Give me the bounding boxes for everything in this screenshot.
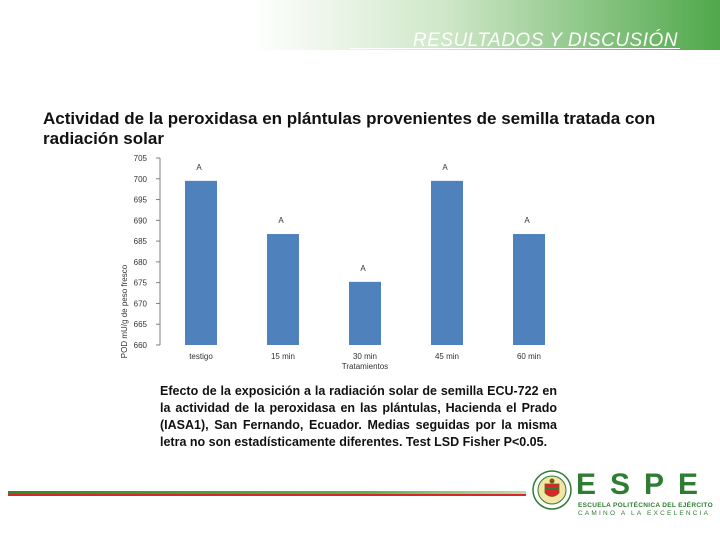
section-title: RESULTADOS Y DISCUSIÓN xyxy=(412,30,678,51)
footer-rule-accent xyxy=(8,494,526,496)
x-axis-label: Tratamientos xyxy=(342,362,388,371)
bar-letter-label: A xyxy=(442,163,448,172)
y-tick-label: 665 xyxy=(134,320,148,329)
bar xyxy=(267,234,299,345)
espe-seal-icon xyxy=(532,470,572,510)
y-tick-label: 670 xyxy=(134,299,148,308)
x-tick-label: 15 min xyxy=(271,352,295,361)
y-tick-label: 700 xyxy=(134,175,148,184)
espe-logo-text: ESPE xyxy=(576,468,713,501)
y-tick-label: 660 xyxy=(134,341,148,350)
y-tick-label: 675 xyxy=(134,279,148,288)
bar-letter-label: A xyxy=(524,216,530,225)
bar-letter-label: A xyxy=(278,216,284,225)
bar xyxy=(185,180,217,345)
figure-caption: Efecto de la exposición a la radiación s… xyxy=(160,384,557,449)
y-axis-label: POD mU/g de peso fresco xyxy=(120,264,129,358)
y-tick-label: 705 xyxy=(134,154,148,163)
x-tick-label: 30 min xyxy=(353,352,377,361)
y-tick-label: 685 xyxy=(134,237,148,246)
bar xyxy=(513,234,545,345)
footer-rule xyxy=(8,491,526,494)
header-band xyxy=(0,0,720,50)
y-tick-label: 695 xyxy=(134,196,148,205)
bar-letter-label: A xyxy=(360,264,366,273)
bar xyxy=(431,180,463,345)
x-tick-label: 45 min xyxy=(435,352,459,361)
logo-institution-name: ESCUELA POLITÉCNICA DEL EJÉRCITO xyxy=(578,502,713,509)
logo-motto: CAMINO A LA EXCELENCIA xyxy=(578,510,711,517)
x-tick-label: testigo xyxy=(189,352,213,361)
bar xyxy=(349,281,381,345)
y-tick-label: 680 xyxy=(134,258,148,267)
bar-letter-label: A xyxy=(196,163,202,172)
header-rule xyxy=(350,48,680,49)
slide-title: Actividad de la peroxidasa en plántulas … xyxy=(43,109,656,148)
y-tick-label: 690 xyxy=(134,216,148,225)
x-tick-label: 60 min xyxy=(517,352,541,361)
